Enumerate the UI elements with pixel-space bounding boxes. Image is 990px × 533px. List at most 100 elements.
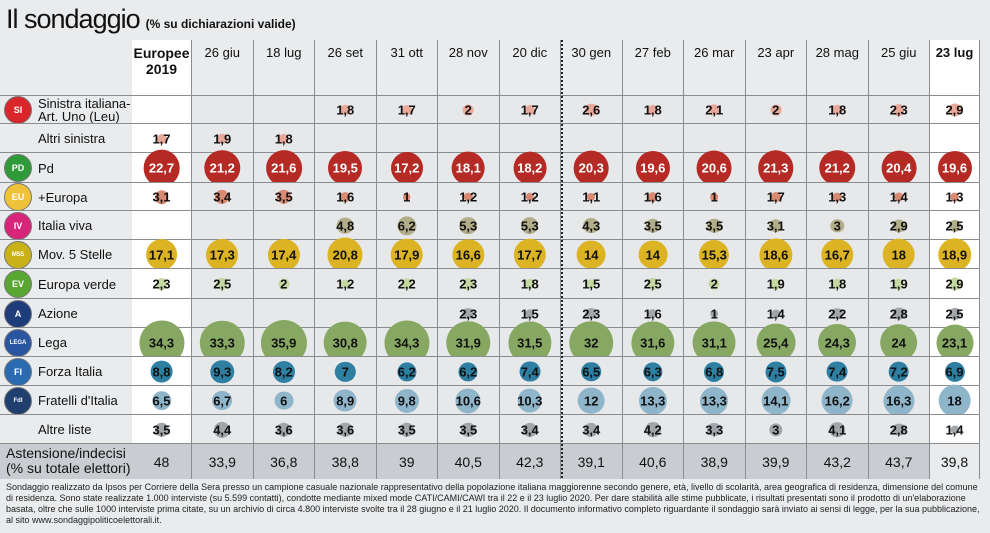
data-label: 2,2	[828, 306, 847, 321]
data-label: 6,2	[397, 364, 416, 379]
bubble-mark	[214, 421, 231, 438]
abstention-cell: 43,2	[807, 444, 869, 479]
value-cell: 4,3	[561, 211, 623, 240]
data-label: 20,3	[578, 160, 604, 176]
data-label: 1,6	[336, 189, 355, 205]
bubble-mark	[276, 422, 292, 437]
data-label: 6,3	[643, 364, 662, 379]
data-label: 13,3	[701, 393, 727, 408]
bubble-mark	[335, 361, 356, 382]
value-cell	[376, 124, 438, 153]
data-label: 16,3	[886, 393, 912, 408]
data-label: 14	[584, 247, 599, 262]
bubble-mark	[150, 360, 173, 383]
data-label: 43,7	[885, 453, 913, 470]
page-title: Il sondaggio (% su dichiarazioni valide)	[6, 4, 296, 35]
value-cell: 6	[253, 386, 315, 415]
data-label: 2,5	[643, 276, 662, 292]
data-label: 17,3	[209, 247, 235, 262]
value-cell: 3,5	[622, 211, 684, 240]
period-divider	[561, 40, 563, 478]
value-cell: 7,5	[745, 357, 807, 386]
value-cell: 6,7	[192, 386, 254, 415]
data-label: 39,1	[577, 453, 605, 470]
data-label: 21,3	[763, 160, 789, 176]
data-label: 6,2	[397, 218, 416, 233]
data-label: 40,6	[639, 453, 667, 470]
value-cell: 1,7	[745, 183, 807, 211]
value-cell: 9,3	[192, 357, 254, 386]
bubble-mark	[216, 133, 228, 144]
data-label: 18	[891, 247, 906, 262]
data-label: 18,9	[941, 247, 968, 262]
abstention-cell: 36,8	[254, 444, 315, 479]
data-label: 1,8	[828, 276, 847, 292]
value-cell: 2,9	[868, 211, 930, 240]
bubble-mark	[522, 422, 537, 437]
value-cell: 20,3	[561, 150, 623, 186]
data-label: 1,7	[766, 189, 785, 205]
bubble-mark	[707, 218, 722, 233]
bubble-mark	[204, 150, 240, 186]
value-cell: 18	[868, 238, 930, 271]
row-label: Mov. 5 Stelle	[38, 247, 113, 262]
row-label: Pd	[38, 160, 54, 176]
value-cell: 1,9	[868, 269, 930, 299]
bubble-mark	[455, 387, 481, 414]
value-cell: 6,2	[438, 357, 500, 386]
value-cell: 3,5	[132, 415, 192, 444]
data-label: 5,3	[459, 218, 478, 233]
data-label: 5,3	[520, 218, 539, 233]
data-label: 39	[398, 453, 415, 470]
value-cell: 3,4	[499, 415, 561, 444]
value-cell: 3,5	[684, 211, 746, 240]
value-cell: 23,1	[930, 324, 980, 361]
data-label: 8,9	[336, 393, 355, 408]
value-cell: 2,5	[622, 269, 684, 299]
bubble-mark	[390, 152, 423, 184]
bubble-mark	[272, 360, 295, 383]
row-label: Italia viva	[38, 218, 93, 233]
value-cell: 17,2	[376, 152, 438, 184]
data-label: 2,9	[889, 218, 908, 233]
value-cell: 1,7	[376, 96, 438, 124]
value-cell	[438, 124, 500, 153]
bubble-mark	[937, 237, 972, 272]
data-label: 7,4	[520, 364, 539, 379]
data-label: 2,5	[945, 218, 964, 233]
bubble-mark	[947, 277, 962, 291]
bubble-mark	[401, 278, 413, 290]
value-cell: 8,9	[315, 386, 377, 415]
data-label: 6	[280, 393, 288, 408]
value-cell: 1,3	[930, 183, 980, 211]
column-header: 31 ott	[377, 40, 438, 95]
value-cell: 3,3	[684, 415, 746, 444]
row-label: +Europa	[38, 189, 88, 205]
abstention-cell: 39,8	[930, 444, 980, 479]
value-cell	[499, 124, 561, 153]
bubble-mark	[401, 104, 412, 116]
bubble-mark	[586, 279, 596, 289]
bubble-mark	[892, 104, 905, 116]
bubble-mark	[770, 104, 782, 116]
data-label: 16,2	[824, 393, 850, 408]
value-cell: 16,7	[807, 238, 869, 271]
bubble-mark	[830, 218, 844, 233]
bubble-mark	[336, 217, 354, 234]
value-cell: 1,5	[499, 299, 561, 328]
data-label: 14,1	[763, 393, 789, 408]
bubble-mark	[881, 150, 917, 186]
row-label: Altri sinistra	[38, 131, 106, 146]
bubble-mark	[893, 278, 905, 290]
value-cell: 1,6	[315, 183, 377, 211]
data-label: 1,4	[945, 422, 964, 437]
value-cell: 1,6	[622, 183, 684, 211]
bubble-mark	[462, 307, 475, 320]
party-logo-icon: M5S	[4, 240, 32, 269]
data-label: 7,4	[828, 364, 847, 379]
abstention-cell: 40,6	[623, 444, 684, 479]
data-label: 4,1	[828, 422, 847, 437]
bubble-mark	[513, 238, 546, 271]
bubble-mark	[700, 386, 729, 415]
row-label: Lega	[38, 335, 67, 350]
